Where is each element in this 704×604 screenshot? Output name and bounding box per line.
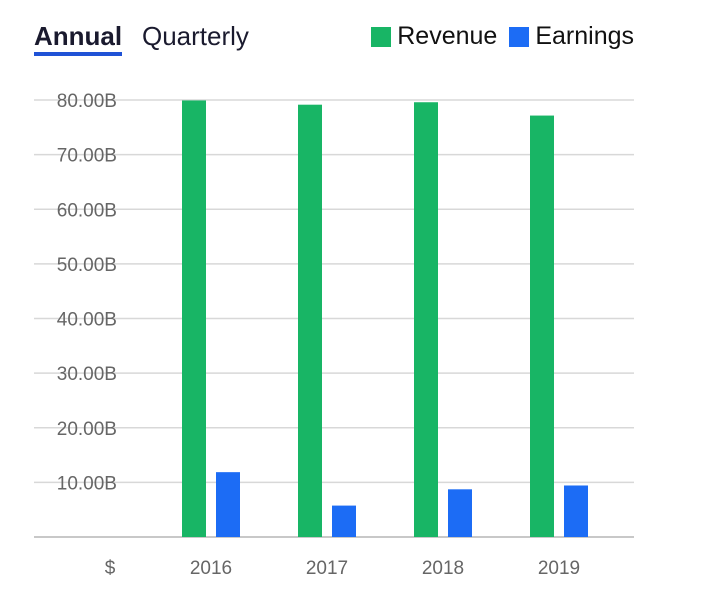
tab-annual[interactable]: Annual [34,21,123,56]
y-tick-label: 10.00B [57,473,117,494]
earnings-bar-2017 [332,505,356,537]
y-tick-label: 40.00B [57,310,117,331]
legend-item-revenue[interactable]: Revenue [371,22,497,51]
revenue-bar-2018 [414,102,438,537]
x-tick-label: 2018 [422,558,464,579]
legend-item-earnings[interactable]: Earnings [509,22,634,51]
y-tick-label: 80.00B [57,91,117,112]
y-tick-label: 30.00B [57,364,117,385]
y-tick-label: 20.00B [57,419,117,440]
earnings-bar-2016 [216,472,240,537]
y-tick-label: 60.00B [57,200,117,221]
revenue-bar-2017 [298,104,322,537]
tab-quarterly[interactable]: Quarterly [142,21,249,51]
chart-legend: Revenue Earnings [371,22,634,51]
x-tick-label: 2017 [306,558,348,579]
earnings-bar-2019 [564,485,588,537]
y-tick-label: 70.00B [57,146,117,167]
revenue-bar-2016 [182,100,206,537]
earnings-bar-2018 [448,489,472,537]
legend-earnings-label: Earnings [535,22,634,50]
x-tick-label: 2019 [538,558,580,579]
earnings-swatch [509,26,530,47]
y-origin-label: $ [105,558,116,579]
revenue-swatch [371,26,392,47]
legend-revenue-label: Revenue [397,22,498,50]
revenue-bar-2019 [530,115,554,538]
y-tick-label: 50.00B [57,255,117,276]
x-tick-label: 2016 [190,558,232,579]
